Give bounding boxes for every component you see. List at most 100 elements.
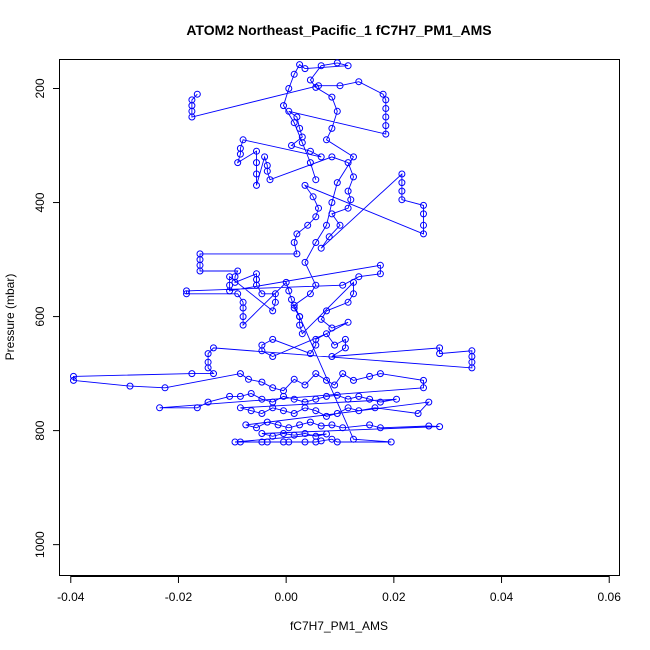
data-point bbox=[420, 384, 427, 392]
data-point bbox=[126, 382, 134, 390]
data-point bbox=[436, 423, 444, 431]
data-point bbox=[210, 370, 217, 378]
data-point bbox=[317, 315, 325, 323]
data-point bbox=[210, 344, 217, 352]
data-point bbox=[253, 147, 260, 155]
data-point bbox=[376, 261, 384, 269]
data-point bbox=[382, 105, 390, 112]
data-point bbox=[231, 438, 239, 446]
data-point bbox=[301, 438, 309, 446]
data-point bbox=[317, 244, 325, 252]
data-point bbox=[226, 273, 234, 281]
data-point bbox=[280, 438, 287, 446]
data-point bbox=[468, 364, 476, 372]
data-point bbox=[387, 438, 395, 446]
data-point bbox=[183, 290, 190, 298]
data-point bbox=[323, 307, 330, 315]
data-point bbox=[312, 370, 320, 378]
data-point bbox=[366, 421, 374, 429]
data-point bbox=[269, 404, 277, 412]
data-point bbox=[344, 395, 352, 403]
data-point bbox=[296, 421, 304, 429]
data-point bbox=[333, 179, 341, 187]
data-point bbox=[398, 170, 406, 178]
data-point bbox=[333, 391, 341, 399]
data-point bbox=[258, 290, 266, 298]
y-tick-label: 400 bbox=[33, 192, 47, 212]
data-point bbox=[344, 159, 352, 167]
data-point bbox=[350, 290, 357, 298]
data-point bbox=[258, 378, 266, 386]
data-point bbox=[323, 330, 330, 338]
data-point bbox=[296, 321, 304, 329]
data-point bbox=[301, 258, 309, 266]
data-point bbox=[393, 395, 400, 403]
data-point bbox=[293, 250, 301, 258]
data-point bbox=[376, 270, 384, 278]
data-point bbox=[312, 239, 320, 246]
data-point bbox=[312, 281, 320, 289]
data-point bbox=[183, 287, 190, 295]
data-point bbox=[328, 199, 336, 206]
x-tick-label: -0.02 bbox=[165, 590, 193, 604]
data-point bbox=[350, 153, 357, 161]
data-point bbox=[239, 321, 247, 329]
data-point bbox=[231, 278, 239, 286]
data-point bbox=[301, 381, 309, 389]
data-point bbox=[253, 181, 260, 189]
data-point bbox=[234, 267, 242, 275]
data-point bbox=[301, 65, 309, 73]
data-point bbox=[355, 407, 363, 415]
data-point bbox=[253, 424, 260, 432]
data-point bbox=[306, 290, 314, 298]
data-point bbox=[398, 196, 406, 204]
y-tick-label: 800 bbox=[33, 420, 47, 440]
data-point bbox=[236, 150, 244, 158]
data-point bbox=[420, 376, 427, 384]
data-point bbox=[285, 438, 293, 446]
data-point bbox=[312, 83, 320, 91]
data-point bbox=[333, 438, 341, 446]
data-point bbox=[420, 210, 427, 218]
data-point bbox=[226, 287, 234, 295]
data-point bbox=[271, 298, 279, 306]
data-point bbox=[296, 124, 304, 132]
data-point bbox=[436, 350, 444, 358]
x-tick-label: 0.02 bbox=[382, 590, 406, 604]
data-point bbox=[312, 341, 320, 349]
data-point bbox=[296, 313, 304, 321]
data-point bbox=[306, 147, 314, 155]
data-point bbox=[317, 153, 325, 161]
data-point bbox=[269, 307, 277, 315]
data-point bbox=[420, 221, 427, 229]
data-point bbox=[347, 196, 355, 204]
data-point bbox=[70, 376, 77, 384]
data-point bbox=[328, 421, 336, 429]
data-point bbox=[323, 221, 330, 229]
data-point bbox=[253, 281, 260, 289]
data-point bbox=[269, 384, 277, 392]
data-point bbox=[331, 341, 339, 349]
data-point bbox=[366, 372, 374, 380]
data-point bbox=[258, 395, 266, 403]
data-point bbox=[328, 353, 336, 360]
data-point bbox=[188, 370, 196, 378]
data-point bbox=[312, 407, 320, 415]
data-point bbox=[336, 221, 344, 229]
data-point bbox=[341, 344, 349, 352]
data-point bbox=[280, 102, 287, 110]
data-point bbox=[414, 410, 422, 417]
data-point bbox=[312, 213, 320, 221]
data-point bbox=[355, 392, 363, 400]
data-point bbox=[290, 410, 298, 417]
data-point bbox=[323, 412, 330, 420]
data-point bbox=[350, 435, 357, 443]
data-point bbox=[288, 296, 295, 303]
data-point bbox=[333, 59, 341, 67]
data-point bbox=[382, 113, 390, 121]
data-point bbox=[328, 124, 336, 132]
data-point bbox=[333, 107, 341, 115]
data-point bbox=[285, 424, 293, 432]
series-line bbox=[73, 62, 473, 443]
data-point bbox=[161, 384, 169, 392]
